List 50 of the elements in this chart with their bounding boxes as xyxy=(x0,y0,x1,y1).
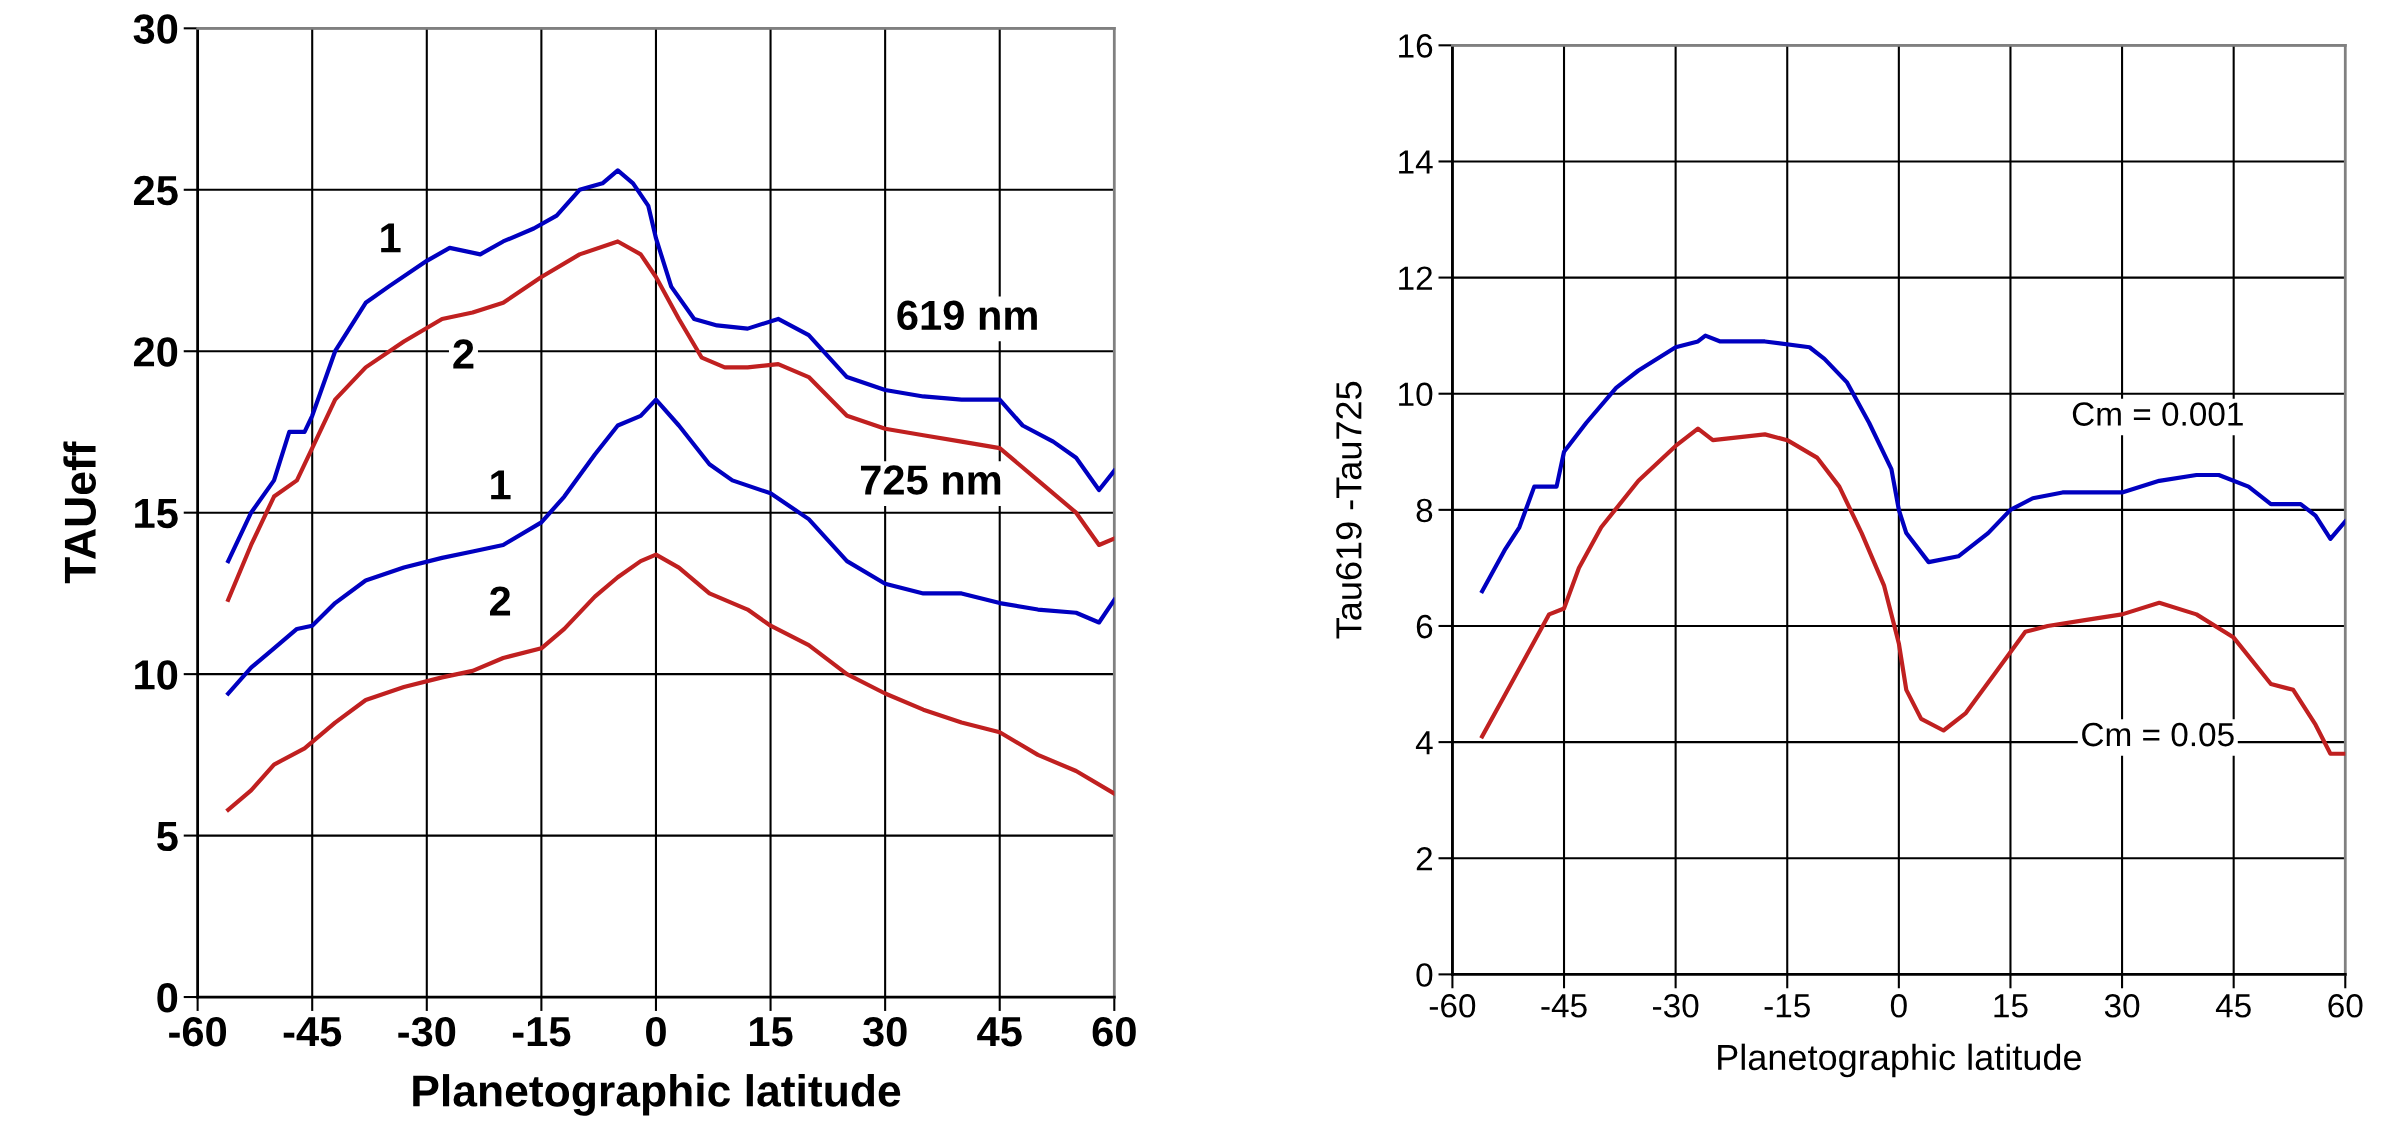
line-series xyxy=(1480,426,2346,756)
x-tick-label: 15 xyxy=(1994,994,2028,1018)
x-tick-label: 0 xyxy=(1890,994,1907,1018)
line-series xyxy=(226,168,1115,564)
annotation: 2 xyxy=(489,586,511,616)
x-tick-label: -15 xyxy=(512,1017,571,1047)
x-tick-label: -15 xyxy=(1764,994,1810,1018)
x-tick-label: 15 xyxy=(750,1017,793,1047)
y-tick-label: 8 xyxy=(1416,498,1433,523)
x-tick-label: -45 xyxy=(283,1017,342,1047)
x-tick-label: 30 xyxy=(2104,994,2140,1018)
y-tick-label: 6 xyxy=(1416,614,1433,639)
y-axis-title: Tau619 -Tau725 xyxy=(1336,381,1362,639)
x-tick-label: 30 xyxy=(862,1016,907,1047)
line-series xyxy=(226,397,1115,696)
annotation: Cm = 0.05 xyxy=(2082,722,2234,747)
y-tick-label: 12 xyxy=(1399,266,1432,290)
annotation: 1 xyxy=(381,223,401,253)
x-tick-label: -60 xyxy=(1429,994,1476,1018)
x-tick-label: 60 xyxy=(1092,1016,1136,1047)
line-series xyxy=(1480,333,2346,594)
y-tick-label: 10 xyxy=(135,660,178,690)
x-tick-label: -30 xyxy=(398,1016,456,1047)
x-tick-label: 60 xyxy=(2328,994,2363,1018)
y-tick-label: 25 xyxy=(133,175,178,206)
y-tick-label: 10 xyxy=(1399,382,1433,407)
x-tick-label: 45 xyxy=(2215,994,2251,1018)
y-tick-label: 2 xyxy=(1416,847,1432,871)
y-tick-label: 4 xyxy=(1415,731,1433,755)
annotation: Cm = 0.001 xyxy=(2072,402,2243,426)
annotation: 619 nm xyxy=(897,300,1037,331)
x-tick-label: -30 xyxy=(1653,994,1699,1018)
y-tick-label: 14 xyxy=(1399,150,1433,174)
y-axis-title: TAUeff xyxy=(63,441,96,584)
y-tick-label: 30 xyxy=(133,14,178,44)
x-tick-label: -60 xyxy=(169,1016,227,1047)
annotation: 1 xyxy=(491,470,511,500)
y-tick-label: 16 xyxy=(1399,34,1433,58)
y-tick-label: 5 xyxy=(156,822,178,852)
y-tick-label: 20 xyxy=(133,337,178,367)
x-tick-label: 0 xyxy=(646,1016,666,1047)
annotation: 725 nm xyxy=(860,465,1001,495)
annotation: 2 xyxy=(453,339,474,369)
y-tick-label: 0 xyxy=(1416,963,1433,987)
x-tick-label: 45 xyxy=(977,1017,1022,1047)
x-axis-title: Planetographic latitude xyxy=(413,1074,901,1116)
y-tick-label: 15 xyxy=(135,499,178,529)
x-tick-label: -45 xyxy=(1541,994,1587,1018)
x-axis-title: Planetographic latitude xyxy=(1718,1043,2081,1078)
line-series xyxy=(226,552,1115,812)
